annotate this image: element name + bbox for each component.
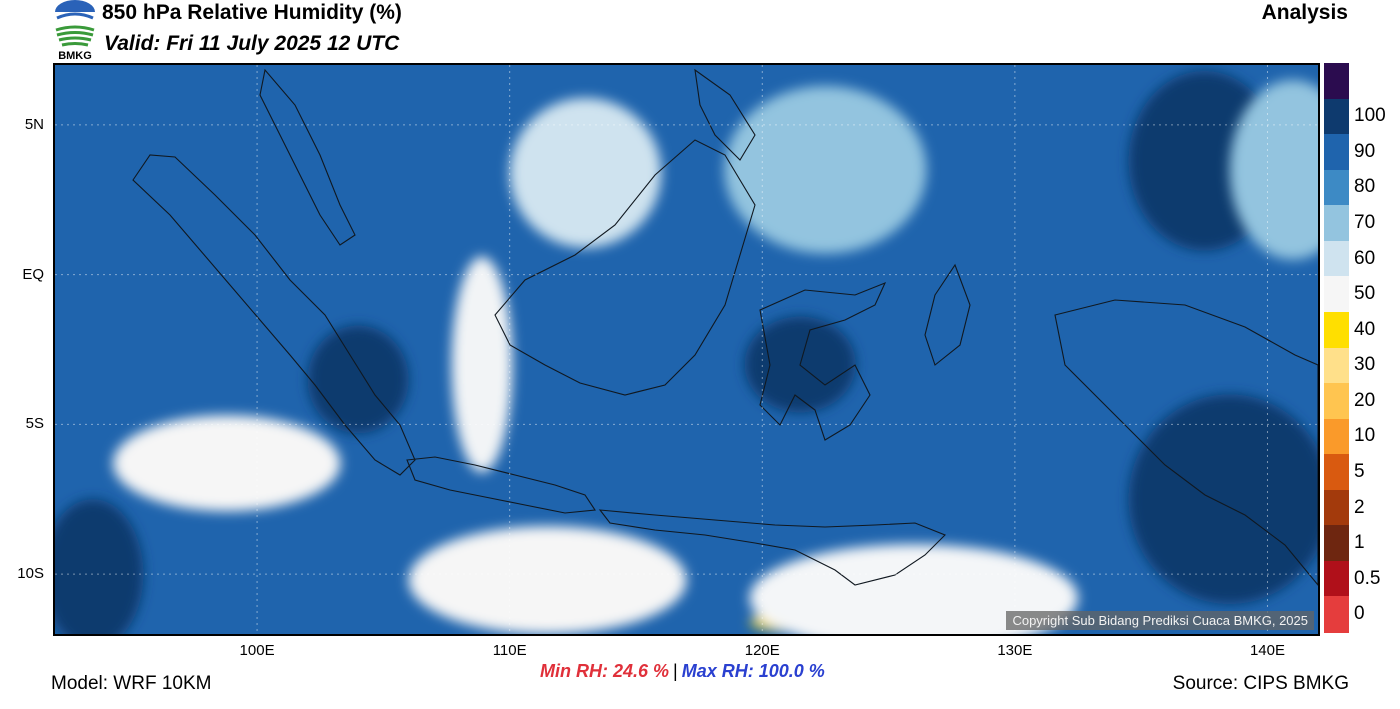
humidity-field	[55, 65, 1318, 634]
colorbar-segment	[1324, 418, 1349, 455]
source-label: Source: CIPS BMKG	[1172, 673, 1349, 694]
colorbar-label: 80	[1354, 176, 1376, 198]
coastlines	[132, 68, 1318, 586]
dry-zone-10	[1229, 80, 1318, 260]
model-label: Model: WRF 10KM	[51, 673, 212, 694]
colorbar-segment	[1324, 525, 1349, 562]
x-tick-label: 110E	[492, 642, 527, 659]
dry-zone-7	[749, 544, 1078, 634]
x-tick-label: 130E	[997, 642, 1033, 659]
rh-stats: Min RH: 24.6 % | Max RH: 100.0 %	[540, 661, 825, 682]
dry-zone-3	[451, 256, 513, 473]
y-tick-label: EQ	[22, 265, 44, 283]
colorbar-segment	[1324, 169, 1349, 206]
y-tick-label: 5S	[25, 415, 44, 433]
colorbar-label: 50	[1354, 283, 1376, 305]
valid-time: Valid: Fri 11 July 2025 12 UTC	[104, 32, 400, 55]
dry-zone-9	[724, 85, 927, 254]
maluku-coastline	[924, 263, 971, 366]
sulawesi-coastline	[759, 281, 887, 441]
colorbar-label: 0	[1354, 603, 1365, 625]
malay-peninsula-coastline	[259, 68, 356, 246]
copyright-note: Copyright Sub Bidang Prediksi Cuaca BMKG…	[1006, 611, 1314, 630]
humidity-map	[53, 63, 1320, 636]
moist-zone-4	[55, 499, 144, 634]
colorbar-label: 10	[1354, 425, 1376, 447]
colorbar-segment	[1324, 560, 1349, 597]
moist-zone-1	[1128, 394, 1318, 605]
colorbar-segment	[1324, 347, 1349, 384]
colorbar-label: 2	[1354, 496, 1365, 518]
nusa-tenggara-coastline	[598, 509, 946, 586]
x-tick-label: 140E	[1249, 642, 1285, 659]
colorbar-label: 1	[1354, 532, 1365, 554]
colorbar-label: 40	[1354, 318, 1376, 340]
colorbar-label: 90	[1354, 140, 1376, 162]
colorbar-label: 70	[1354, 212, 1376, 234]
graticule	[55, 65, 1318, 634]
analysis-label: Analysis	[1261, 1, 1348, 24]
dry-zone-8	[509, 97, 662, 248]
colorbar-segment	[1324, 240, 1349, 277]
colorbar-label: 5	[1354, 460, 1365, 482]
moist-zone-2	[307, 325, 409, 434]
colorbar-segment	[1324, 383, 1349, 420]
x-tick-label: 100E	[239, 642, 275, 659]
colorbar-segment	[1324, 489, 1349, 526]
colorbar-segment	[1324, 134, 1349, 171]
borneo-coastline	[494, 139, 756, 396]
logo-text: BMKG	[58, 50, 92, 62]
colorbar	[1324, 63, 1349, 633]
colorbar-label: 30	[1354, 354, 1376, 376]
dry-zones	[113, 80, 1318, 634]
colorbar-label: 60	[1354, 247, 1376, 269]
colorbar-label: 100	[1354, 105, 1386, 127]
colorbar-label: 20	[1354, 389, 1376, 411]
java-coastline	[406, 456, 596, 514]
map-background	[55, 65, 1318, 634]
y-tick-label: 5N	[24, 115, 44, 133]
dry-zone-1	[113, 415, 341, 512]
colorbar-segment	[1324, 311, 1349, 348]
bmkg-logo: BMKG	[51, 0, 99, 62]
colorbar-segment	[1324, 454, 1349, 491]
stats-separator: |	[673, 661, 678, 681]
philippines-coastline	[694, 68, 756, 161]
sumatra-coastline	[132, 154, 416, 476]
dry-zone-5	[408, 526, 687, 634]
chart-title: 850 hPa Relative Humidity (%)	[102, 1, 402, 24]
min-rh: Min RH: 24.6 %	[540, 661, 670, 681]
max-rh: Max RH: 100.0 %	[681, 661, 825, 681]
colorbar-segment	[1324, 98, 1349, 135]
x-tick-label: 120E	[744, 642, 780, 659]
colorbar-segment	[1324, 596, 1349, 633]
colorbar-label: 0.5	[1354, 567, 1381, 589]
colorbar-segment	[1324, 205, 1349, 242]
colorbar-segment	[1324, 276, 1349, 313]
bmkg-logo-icon: BMKG	[54, 0, 96, 62]
colorbar-segment	[1324, 63, 1349, 100]
y-tick-label: 10S	[17, 565, 44, 583]
papua-coastline	[1054, 299, 1318, 586]
